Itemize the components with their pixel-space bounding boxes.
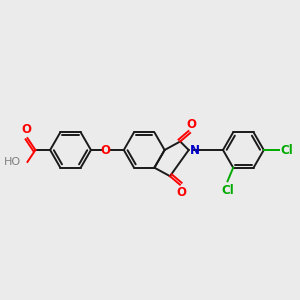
Text: O: O xyxy=(187,118,196,131)
Text: Cl: Cl xyxy=(281,143,293,157)
Text: Cl: Cl xyxy=(221,184,234,197)
Text: O: O xyxy=(101,143,111,157)
Text: HO: HO xyxy=(4,158,21,167)
Text: O: O xyxy=(176,186,186,200)
Text: O: O xyxy=(21,123,31,136)
Text: N: N xyxy=(190,143,200,157)
